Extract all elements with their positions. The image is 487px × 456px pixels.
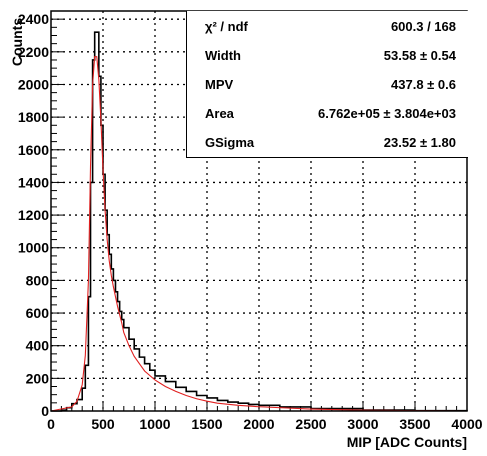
- x-tick-label: 0: [47, 416, 55, 432]
- y-tick-label: 1000: [18, 240, 49, 256]
- x-axis-label: MIP [ADC Counts]: [346, 434, 467, 450]
- tick-labels: 0 500 1000 1500 2000 2500 3000 3500 4000 0 200 400 6…: [18, 11, 483, 432]
- stats-row-area: Area 6.762e+05 ± 3.804e+03: [187, 106, 468, 126]
- y-tick-label: 1600: [18, 142, 49, 158]
- y-tick-label: 200: [26, 370, 50, 386]
- y-tick-label: 2400: [18, 11, 49, 27]
- y-tick-label: 400: [26, 338, 50, 354]
- y-axis-label-text: Counts: [9, 17, 25, 67]
- stats-key: GSigma: [205, 135, 255, 150]
- y-tick-label: 2000: [18, 76, 49, 92]
- stats-box: χ² / ndf 600.3 / 168 Width 53.58 ± 0.54 …: [186, 11, 468, 158]
- stats-row-chi2: χ² / ndf 600.3 / 168: [187, 19, 468, 39]
- stats-row-gsigma: GSigma 23.52 ± 1.80: [187, 135, 468, 155]
- y-tick-label: 1800: [18, 109, 49, 125]
- stats-key: Width: [205, 48, 241, 63]
- stats-value: 600.3 / 168: [390, 19, 456, 34]
- x-tick-label: 3000: [347, 416, 378, 432]
- x-tick-label: 2500: [295, 416, 326, 432]
- y-tick-label: 600: [26, 305, 50, 321]
- x-tick-label: 1000: [139, 416, 170, 432]
- stats-value: 6.762e+05 ± 3.804e+03: [318, 106, 456, 121]
- fit-curve: [50, 56, 468, 412]
- stats-value: 437.8 ± 0.6: [391, 77, 456, 92]
- y-tick-label: 1400: [18, 174, 49, 190]
- stats-key: Area: [205, 106, 234, 121]
- x-tick-label: 1500: [191, 416, 222, 432]
- y-tick-label: 1200: [18, 207, 49, 223]
- stats-value: 53.58 ± 0.54: [383, 48, 456, 63]
- x-tick-label: 4000: [451, 416, 482, 432]
- x-tick-label: 3500: [399, 416, 430, 432]
- histogram-series: [51, 31, 468, 412]
- y-tick-label: 800: [26, 272, 50, 288]
- stats-row-mpv: MPV 437.8 ± 0.6: [187, 77, 468, 97]
- stats-key: MPV: [205, 77, 234, 92]
- y-tick-label: 0: [41, 403, 49, 419]
- stats-value: 23.52 ± 1.80: [383, 135, 456, 150]
- y-tick-label: 2200: [18, 44, 49, 60]
- x-tick-label: 500: [91, 416, 115, 432]
- stats-key: χ² / ndf: [205, 19, 248, 34]
- stats-row-width: Width 53.58 ± 0.54: [187, 48, 468, 68]
- y-axis-label: Counts: [9, 2, 25, 82]
- x-tick-label: 2000: [243, 416, 274, 432]
